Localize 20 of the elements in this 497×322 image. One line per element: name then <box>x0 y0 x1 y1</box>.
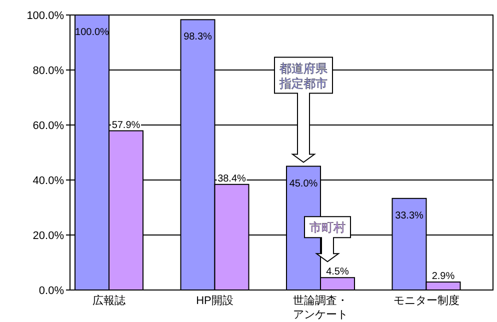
x-tick-label: 世論調査・アンケート <box>293 294 348 321</box>
data-label: 45.0% <box>289 178 318 190</box>
data-label: 100.0% <box>75 27 110 38</box>
y-tick-label: 40.0% <box>32 175 64 187</box>
data-label: 98.3% <box>184 32 212 43</box>
text: 都道府県指定都市 <box>278 61 328 90</box>
text: 市町村 <box>310 220 346 235</box>
data-label: 33.3% <box>395 210 424 222</box>
data-label: 4.5% <box>326 266 350 278</box>
y-tick-label: 80.0% <box>32 65 64 77</box>
y-tick-label: 100.0% <box>26 10 64 22</box>
x-tick-label: HP開設 <box>196 294 234 307</box>
y-tick-label: 0.0% <box>38 285 64 297</box>
x-tick-label: モニター制度 <box>393 294 460 307</box>
y-tick-label: 60.0% <box>32 120 64 132</box>
data-label: 38.4% <box>218 173 246 184</box>
y-tick-label: 20.0% <box>32 230 64 242</box>
data-label: 2.9% <box>432 271 455 282</box>
data-label: 57.9% <box>112 120 140 131</box>
x-tick-label: 広報誌 <box>92 294 126 307</box>
